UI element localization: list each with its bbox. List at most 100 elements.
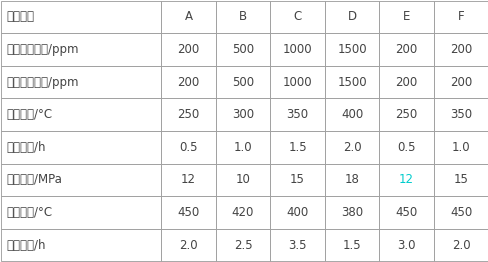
Text: E: E: [402, 10, 409, 24]
Bar: [0, 99, 161, 131]
Bar: [270, 99, 324, 131]
Text: 10: 10: [235, 173, 250, 186]
Bar: [324, 1, 379, 33]
Text: 200: 200: [449, 43, 471, 56]
Bar: [379, 1, 433, 33]
Text: B: B: [239, 10, 246, 24]
Bar: [379, 229, 433, 261]
Text: 反应温度/°C: 反应温度/°C: [6, 206, 53, 219]
Text: 1000: 1000: [282, 76, 312, 89]
Bar: [0, 1, 161, 33]
Bar: [433, 196, 488, 229]
Text: 450: 450: [395, 206, 417, 219]
Text: 1.0: 1.0: [233, 141, 252, 154]
Bar: [215, 33, 270, 66]
Bar: [324, 99, 379, 131]
Bar: [433, 33, 488, 66]
Bar: [270, 229, 324, 261]
Text: 催化剂加入量/ppm: 催化剂加入量/ppm: [6, 43, 79, 56]
Bar: [161, 131, 215, 163]
Text: A: A: [184, 10, 192, 24]
Text: 250: 250: [177, 108, 199, 121]
Text: F: F: [457, 10, 464, 24]
Text: 3.0: 3.0: [396, 238, 415, 252]
Bar: [324, 229, 379, 261]
Bar: [379, 196, 433, 229]
Bar: [324, 66, 379, 99]
Bar: [270, 1, 324, 33]
Bar: [161, 1, 215, 33]
Bar: [0, 66, 161, 99]
Text: 1.0: 1.0: [451, 141, 469, 154]
Text: 380: 380: [340, 206, 363, 219]
Bar: [379, 99, 433, 131]
Text: 300: 300: [231, 108, 254, 121]
Text: 反应时间/h: 反应时间/h: [6, 238, 46, 252]
Text: 1000: 1000: [282, 43, 312, 56]
Bar: [433, 66, 488, 99]
Bar: [379, 131, 433, 163]
Text: 硫化温度/°C: 硫化温度/°C: [6, 108, 53, 121]
Text: 15: 15: [289, 173, 305, 186]
Text: 2.5: 2.5: [233, 238, 252, 252]
Bar: [161, 229, 215, 261]
Bar: [0, 229, 161, 261]
Text: 2.0: 2.0: [179, 238, 198, 252]
Text: 420: 420: [231, 206, 254, 219]
Text: 200: 200: [177, 76, 199, 89]
Text: 200: 200: [395, 76, 417, 89]
Bar: [215, 99, 270, 131]
Text: 1500: 1500: [337, 76, 366, 89]
Bar: [215, 1, 270, 33]
Text: 400: 400: [340, 108, 363, 121]
Text: 2.0: 2.0: [342, 141, 361, 154]
Bar: [270, 163, 324, 196]
Text: 400: 400: [286, 206, 308, 219]
Bar: [215, 196, 270, 229]
Bar: [433, 99, 488, 131]
Text: 350: 350: [449, 108, 471, 121]
Bar: [270, 66, 324, 99]
Bar: [215, 163, 270, 196]
Bar: [161, 99, 215, 131]
Bar: [0, 163, 161, 196]
Bar: [433, 229, 488, 261]
Text: 18: 18: [344, 173, 359, 186]
Bar: [270, 196, 324, 229]
Text: 450: 450: [177, 206, 199, 219]
Text: 1.5: 1.5: [287, 141, 306, 154]
Text: 12: 12: [398, 173, 413, 186]
Text: 200: 200: [177, 43, 199, 56]
Text: 500: 500: [231, 43, 254, 56]
Bar: [215, 66, 270, 99]
Text: 250: 250: [395, 108, 417, 121]
Bar: [161, 163, 215, 196]
Bar: [324, 131, 379, 163]
Bar: [433, 163, 488, 196]
Text: 样品编号: 样品编号: [6, 10, 35, 24]
Bar: [324, 196, 379, 229]
Text: 3.5: 3.5: [288, 238, 306, 252]
Bar: [270, 131, 324, 163]
Text: 500: 500: [231, 76, 254, 89]
Bar: [161, 66, 215, 99]
Text: 200: 200: [449, 76, 471, 89]
Bar: [0, 33, 161, 66]
Bar: [433, 1, 488, 33]
Text: 200: 200: [395, 43, 417, 56]
Bar: [0, 131, 161, 163]
Text: 450: 450: [449, 206, 471, 219]
Text: 2.0: 2.0: [451, 238, 469, 252]
Text: 15: 15: [453, 173, 468, 186]
Bar: [379, 66, 433, 99]
Bar: [324, 163, 379, 196]
Bar: [379, 33, 433, 66]
Bar: [324, 33, 379, 66]
Text: C: C: [293, 10, 301, 24]
Text: 1500: 1500: [337, 43, 366, 56]
Text: 0.5: 0.5: [179, 141, 197, 154]
Text: 1.5: 1.5: [342, 238, 361, 252]
Bar: [433, 131, 488, 163]
Text: 12: 12: [181, 173, 196, 186]
Text: 升华硫加入量/ppm: 升华硫加入量/ppm: [6, 76, 79, 89]
